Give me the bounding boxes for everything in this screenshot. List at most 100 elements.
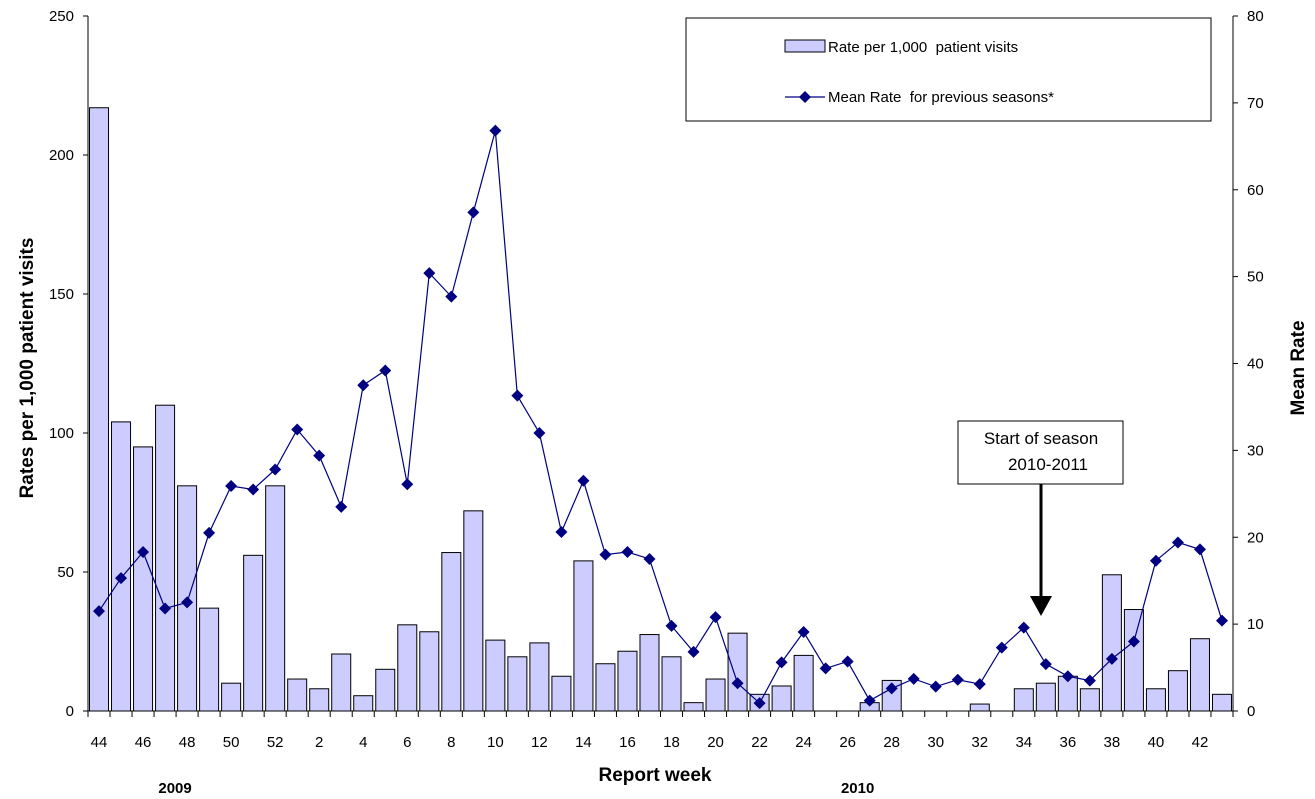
bar <box>1079 688 1100 712</box>
bar <box>1145 688 1166 712</box>
bar <box>199 607 220 712</box>
data-point-marker <box>841 655 854 668</box>
bar <box>287 678 308 712</box>
data-point-marker <box>1083 674 1096 687</box>
x-tick-label: 2 <box>315 734 323 751</box>
bar <box>573 560 594 712</box>
data-point-marker <box>511 389 524 402</box>
y-tick-label: 50 <box>57 564 74 581</box>
data-point-marker <box>797 625 810 638</box>
bar <box>243 554 264 712</box>
legend-label-line: Mean Rate for previous seasons* <box>828 89 1054 106</box>
x-tick-label: 28 <box>883 734 900 751</box>
legend-label-bar: Rate per 1,000 patient visits <box>828 39 1018 56</box>
x-tick-label: 52 <box>267 734 284 751</box>
x-tick-label: 14 <box>575 734 592 751</box>
data-point-marker <box>1105 652 1118 665</box>
legend-box <box>685 17 1212 122</box>
data-point-marker <box>247 483 260 496</box>
data-point-marker <box>1061 670 1074 683</box>
data-point-marker <box>93 605 106 618</box>
bar <box>705 678 726 712</box>
data-point-marker <box>423 267 436 280</box>
bar <box>485 639 506 712</box>
data-point-marker <box>445 290 458 303</box>
x-tick-label: 16 <box>619 734 636 751</box>
x-tick-label: 30 <box>927 734 944 751</box>
x-tick-label: 34 <box>1015 734 1032 751</box>
data-point-marker <box>115 572 128 585</box>
y2-tick-label: 0 <box>1247 703 1255 720</box>
data-point-marker <box>907 672 920 685</box>
legend-marker <box>799 91 811 103</box>
x-tick-label: 36 <box>1060 734 1077 751</box>
bar <box>1123 609 1144 712</box>
data-point-marker <box>1127 635 1140 648</box>
bar <box>155 404 176 712</box>
y-tick-label: 200 <box>49 147 74 164</box>
data-point-marker <box>929 680 942 693</box>
data-point-marker <box>951 673 964 686</box>
data-point-marker <box>1039 658 1052 671</box>
bar <box>595 663 616 712</box>
bar-series <box>89 107 1232 712</box>
bar <box>221 682 242 712</box>
data-point-marker <box>489 124 502 137</box>
x-axis-title: Report week <box>599 765 712 786</box>
bar <box>1101 574 1122 712</box>
bar <box>309 688 330 712</box>
mean-rate-line <box>98 130 1223 705</box>
data-point-marker <box>1149 554 1162 567</box>
data-point-marker <box>599 548 612 561</box>
y2-tick-label: 40 <box>1247 356 1264 373</box>
y2-tick-label: 60 <box>1247 182 1264 199</box>
x-tick-label: 12 <box>531 734 548 751</box>
bar <box>507 656 528 712</box>
y2-tick-label: 80 <box>1247 8 1264 25</box>
data-point-marker <box>577 474 590 487</box>
data-point-marker <box>159 602 172 615</box>
year-label: 2009 <box>158 780 191 797</box>
x-tick-label: 32 <box>971 734 988 751</box>
bar <box>441 552 462 712</box>
annotation-line-1: Start of season <box>984 429 1098 448</box>
data-point-marker <box>1215 614 1228 627</box>
data-point-marker <box>269 463 282 476</box>
x-tick-label: 24 <box>795 734 812 751</box>
x-tick-label: 10 <box>487 734 504 751</box>
annotation: Start of season 2010-2011 <box>957 420 1124 616</box>
bar <box>1189 638 1210 712</box>
data-point-marker <box>709 611 722 624</box>
bar <box>419 631 440 712</box>
data-point-marker <box>885 682 898 695</box>
bar <box>89 107 110 712</box>
bar <box>661 656 682 712</box>
x-tick-label: 40 <box>1148 734 1165 751</box>
x-tick-label: 46 <box>135 734 152 751</box>
bar <box>331 653 352 712</box>
bar <box>111 421 132 712</box>
y2-tick-label: 20 <box>1247 529 1264 546</box>
y-tick-label: 250 <box>49 8 74 25</box>
data-point-marker <box>643 552 656 565</box>
annotation-box <box>957 420 1124 485</box>
y-axis-title: Rates per 1,000 patient visits <box>17 238 38 499</box>
x-tick-label: 38 <box>1104 734 1121 751</box>
bar <box>353 695 374 712</box>
axes <box>83 15 1238 717</box>
data-point-marker <box>533 427 546 439</box>
data-point-marker <box>995 641 1008 654</box>
data-point-marker <box>863 694 876 707</box>
y2-axis-title: Mean Rate <box>1288 320 1309 415</box>
bar <box>683 702 704 712</box>
bar <box>727 632 748 712</box>
bar <box>529 642 550 712</box>
x-tick-label: 42 <box>1192 734 1209 751</box>
data-point-marker <box>401 478 414 491</box>
year-label: 2010 <box>841 780 874 797</box>
y-tick-label: 150 <box>49 286 74 303</box>
data-point-marker <box>181 596 194 609</box>
bar <box>551 675 572 712</box>
